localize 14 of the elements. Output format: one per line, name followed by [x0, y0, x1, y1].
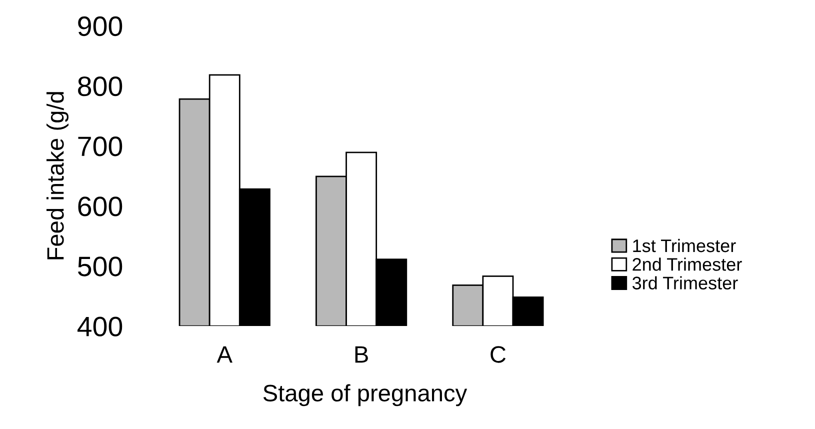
x-tick-label: C	[490, 346, 506, 363]
legend-label: 1st Trimester	[633, 238, 736, 252]
y-axis-title: Feed intake (g/d	[46, 92, 69, 260]
y-tick-label: 800	[78, 76, 122, 96]
x-axis-title: Stage of pregnancy	[263, 384, 468, 406]
legend-label: 3rd Trimester	[632, 276, 738, 290]
x-tick-label: A	[216, 346, 232, 363]
x-tick-label: B	[355, 346, 368, 363]
y-tick-label: 700	[78, 136, 122, 156]
legend-label: 2nd Trimester	[632, 258, 742, 271]
y-tick-label: 900	[78, 16, 122, 36]
y-tick-label: 600	[78, 196, 122, 216]
y-tick-label: 500	[78, 256, 122, 276]
y-tick-label: 400	[77, 316, 122, 336]
